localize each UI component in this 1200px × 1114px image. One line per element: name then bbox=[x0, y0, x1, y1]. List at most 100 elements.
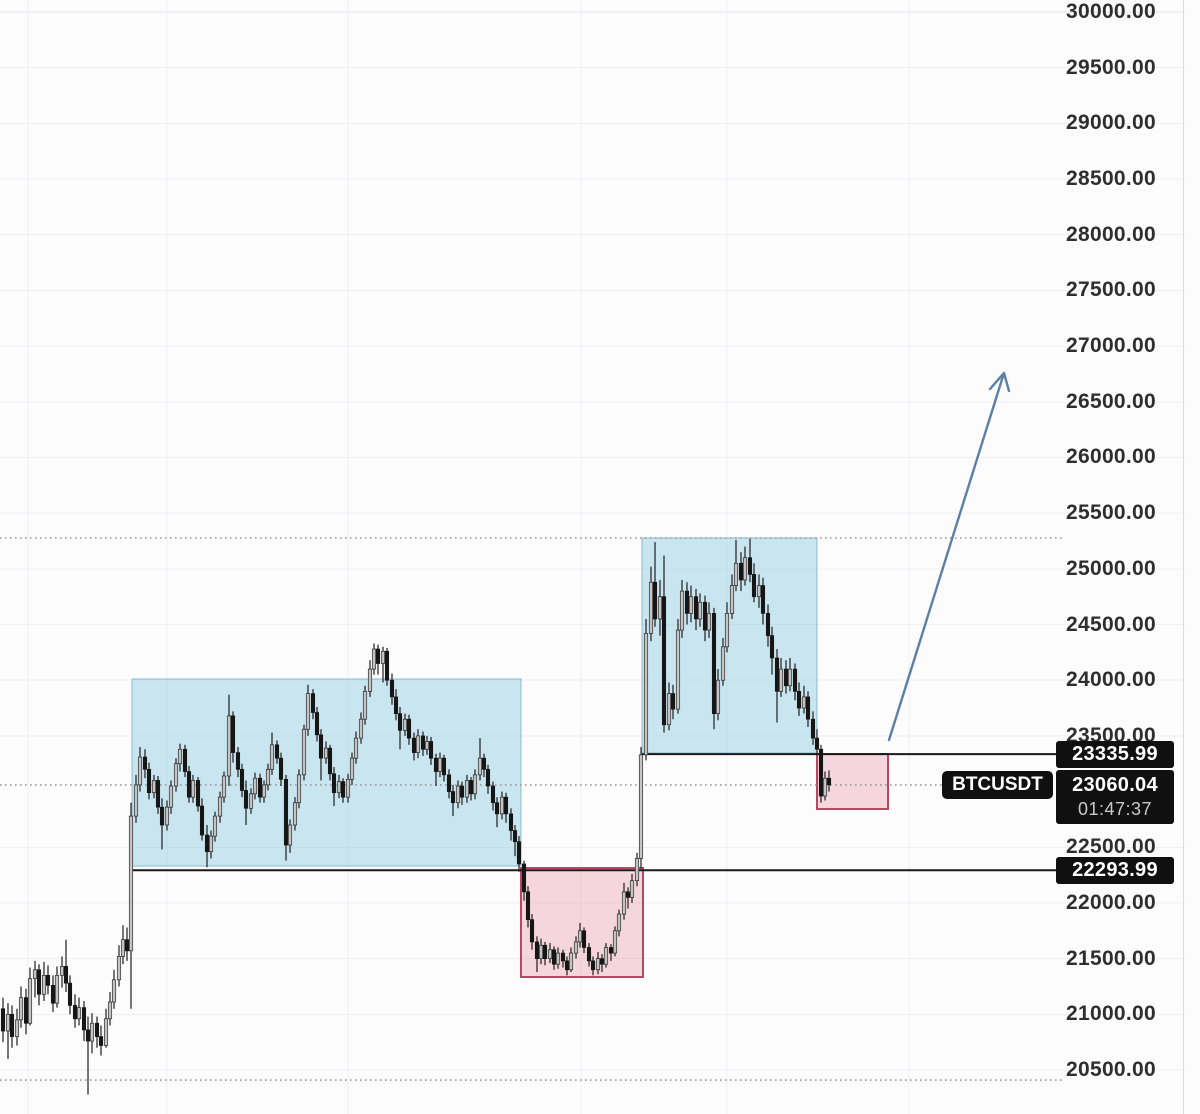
candle-body bbox=[616, 913, 622, 932]
candle-body bbox=[826, 777, 832, 786]
candle-body bbox=[274, 744, 280, 759]
candle-body bbox=[76, 1007, 82, 1020]
candle-body bbox=[512, 830, 518, 843]
candle-body bbox=[323, 747, 329, 759]
candle-body bbox=[367, 668, 373, 692]
candle-body bbox=[72, 1005, 78, 1020]
candle-body bbox=[212, 815, 218, 837]
candle-body bbox=[159, 806, 165, 826]
candle-body bbox=[818, 748, 824, 797]
candle-body bbox=[625, 891, 631, 898]
candle-body bbox=[182, 748, 188, 772]
candle-body bbox=[420, 735, 426, 750]
candle-body bbox=[675, 629, 681, 710]
candle-body bbox=[349, 757, 355, 780]
candle-body bbox=[599, 958, 605, 965]
candle-body bbox=[133, 784, 139, 817]
candle-body bbox=[137, 756, 143, 786]
candle-body bbox=[760, 585, 766, 614]
candle-body bbox=[769, 635, 775, 659]
candle-body bbox=[107, 1001, 113, 1020]
candle-body bbox=[581, 930, 587, 948]
candle-body bbox=[751, 574, 757, 598]
candle-body bbox=[252, 777, 258, 795]
candle-body bbox=[54, 974, 60, 1004]
right-edge-divider bbox=[1183, 0, 1184, 1114]
candle-body bbox=[756, 585, 762, 598]
candle-body bbox=[248, 793, 254, 809]
candle-body bbox=[331, 773, 337, 794]
candle-body bbox=[503, 796, 509, 815]
candle-body bbox=[292, 802, 298, 826]
candle-body bbox=[380, 650, 386, 664]
pink-zone-2[interactable] bbox=[816, 753, 889, 810]
candle-body bbox=[747, 557, 753, 575]
candle-body bbox=[433, 757, 439, 772]
candle-body bbox=[45, 974, 51, 986]
candle-body bbox=[702, 601, 708, 631]
candle-body bbox=[508, 813, 514, 831]
candle-body bbox=[629, 880, 635, 898]
price-level-tag-upper[interactable]: 23335.99 bbox=[1056, 740, 1174, 768]
candle-body bbox=[98, 1036, 104, 1046]
candle-body bbox=[81, 1007, 87, 1031]
candle-body bbox=[371, 648, 377, 670]
candle-body bbox=[612, 930, 618, 954]
candle-body bbox=[151, 780, 157, 794]
candle-body bbox=[63, 966, 69, 984]
candle-countdown: 01:47:37 bbox=[1077, 798, 1153, 819]
candle-body bbox=[120, 939, 126, 957]
candle-body bbox=[353, 737, 359, 759]
candle-body bbox=[679, 590, 685, 631]
candle-body bbox=[265, 768, 271, 786]
candle-body bbox=[774, 657, 780, 692]
candle-body bbox=[542, 944, 548, 959]
candle-body bbox=[455, 785, 461, 804]
candle-body bbox=[547, 949, 553, 959]
candle-body bbox=[608, 947, 614, 954]
symbol-tag[interactable]: BTCUSDT bbox=[942, 770, 1053, 799]
candle-body bbox=[164, 806, 170, 826]
blue-zone-2[interactable] bbox=[641, 537, 818, 754]
candle-body bbox=[568, 952, 574, 971]
candle-body bbox=[573, 941, 579, 954]
candle-body bbox=[437, 757, 443, 772]
pink-zone-1[interactable] bbox=[520, 867, 644, 978]
candle-body bbox=[481, 757, 487, 770]
candle-body bbox=[814, 737, 820, 750]
candle-body bbox=[116, 956, 122, 981]
candle-body bbox=[128, 815, 134, 952]
candle-body bbox=[516, 841, 522, 865]
candle-body bbox=[538, 944, 544, 959]
candle-body bbox=[477, 757, 483, 776]
candle-body bbox=[358, 718, 364, 739]
candle-body bbox=[534, 941, 540, 959]
candle-body bbox=[450, 791, 456, 804]
candle-body bbox=[94, 1022, 100, 1037]
candle-body bbox=[499, 796, 505, 815]
candle-body bbox=[724, 613, 730, 648]
candle-body bbox=[269, 744, 275, 770]
candle-body bbox=[428, 741, 434, 759]
candle-body bbox=[577, 930, 583, 943]
price-level-tag-lower[interactable]: 22293.99 bbox=[1056, 856, 1174, 884]
candle-body bbox=[208, 835, 214, 853]
candle-body bbox=[235, 752, 241, 770]
candle-body bbox=[50, 985, 56, 1004]
candle-body bbox=[590, 960, 596, 971]
candle-body bbox=[415, 735, 421, 753]
candle-body bbox=[310, 693, 316, 713]
projection-arrow[interactable] bbox=[887, 371, 1006, 742]
candle-body bbox=[340, 781, 346, 798]
candle-body bbox=[384, 650, 390, 681]
candle-body bbox=[155, 780, 161, 808]
candle-body bbox=[305, 693, 311, 730]
candle-body bbox=[336, 781, 342, 794]
candle-body bbox=[464, 780, 470, 798]
blue-zone-1[interactable] bbox=[131, 678, 522, 867]
candle-body bbox=[89, 1022, 95, 1042]
candle-body bbox=[666, 693, 672, 726]
candle-body bbox=[564, 960, 570, 971]
candle-body bbox=[560, 952, 566, 962]
